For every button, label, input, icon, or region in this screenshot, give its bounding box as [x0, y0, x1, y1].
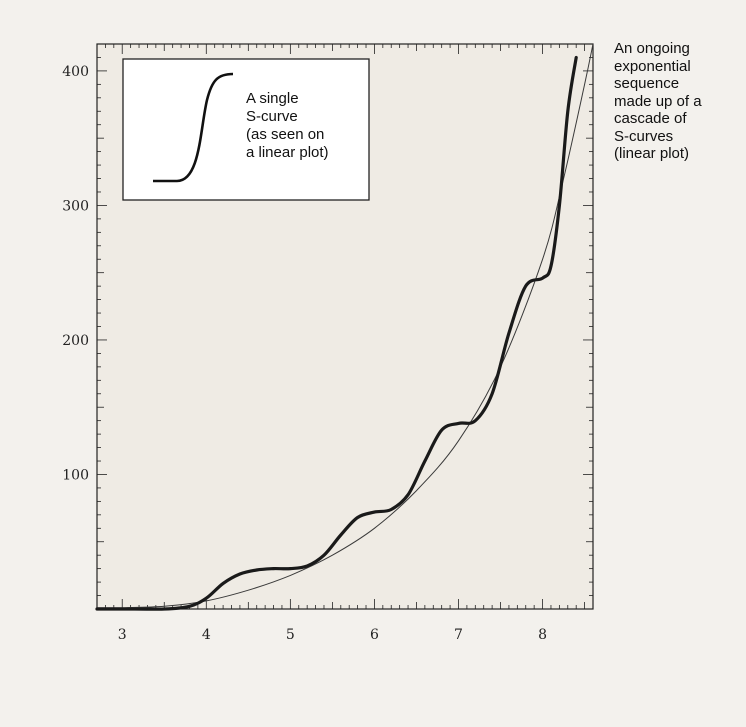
- inset-line-2: S-curve: [246, 108, 298, 125]
- x-tick-label: 3: [118, 627, 127, 643]
- y-tick-label: 100: [62, 467, 89, 483]
- x-tick-label: 6: [370, 627, 379, 643]
- axis-tick-labels: 3 4 5 6 7 8 100 200 300 400: [62, 64, 547, 643]
- inset-s-curve: [153, 72, 234, 183]
- inset-line-3: (as seen on: [246, 126, 324, 143]
- y-tick-label: 400: [62, 64, 89, 80]
- inset-box: [122, 58, 370, 201]
- inset-legend: A single S-curve (as seen on a linear pl…: [122, 58, 370, 201]
- s-curve-cascade-line: [95, 55, 578, 611]
- annotation-line: An ongoing: [614, 40, 690, 57]
- x-tick-label: 5: [286, 627, 295, 643]
- x-tick-label: 8: [538, 627, 547, 643]
- y-tick-label: 300: [62, 198, 89, 214]
- x-tick-label: 4: [202, 627, 211, 643]
- annotation-line: exponential: [614, 57, 691, 75]
- x-tick-label: 7: [454, 627, 463, 643]
- annotation-line: made up of a: [614, 92, 702, 110]
- side-annotation: An ongoing exponential sequence made up …: [614, 40, 740, 163]
- inset-line-4: a linear plot): [246, 144, 329, 161]
- inset-line-1: A single: [246, 90, 299, 107]
- annotation-line: cascade of: [614, 110, 687, 127]
- annotation-line: sequence: [614, 75, 680, 92]
- y-tick-label: 200: [62, 333, 89, 349]
- annotation-line: (linear plot): [614, 145, 690, 162]
- annotation-line: S-curves: [614, 127, 674, 145]
